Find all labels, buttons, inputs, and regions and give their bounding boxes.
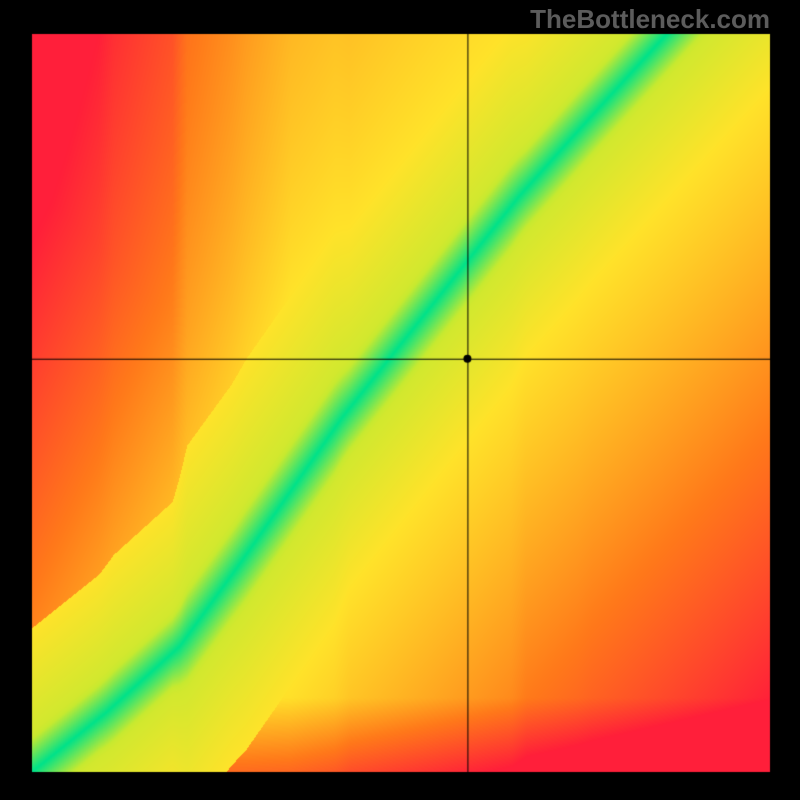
bottleneck-heatmap bbox=[0, 0, 800, 800]
